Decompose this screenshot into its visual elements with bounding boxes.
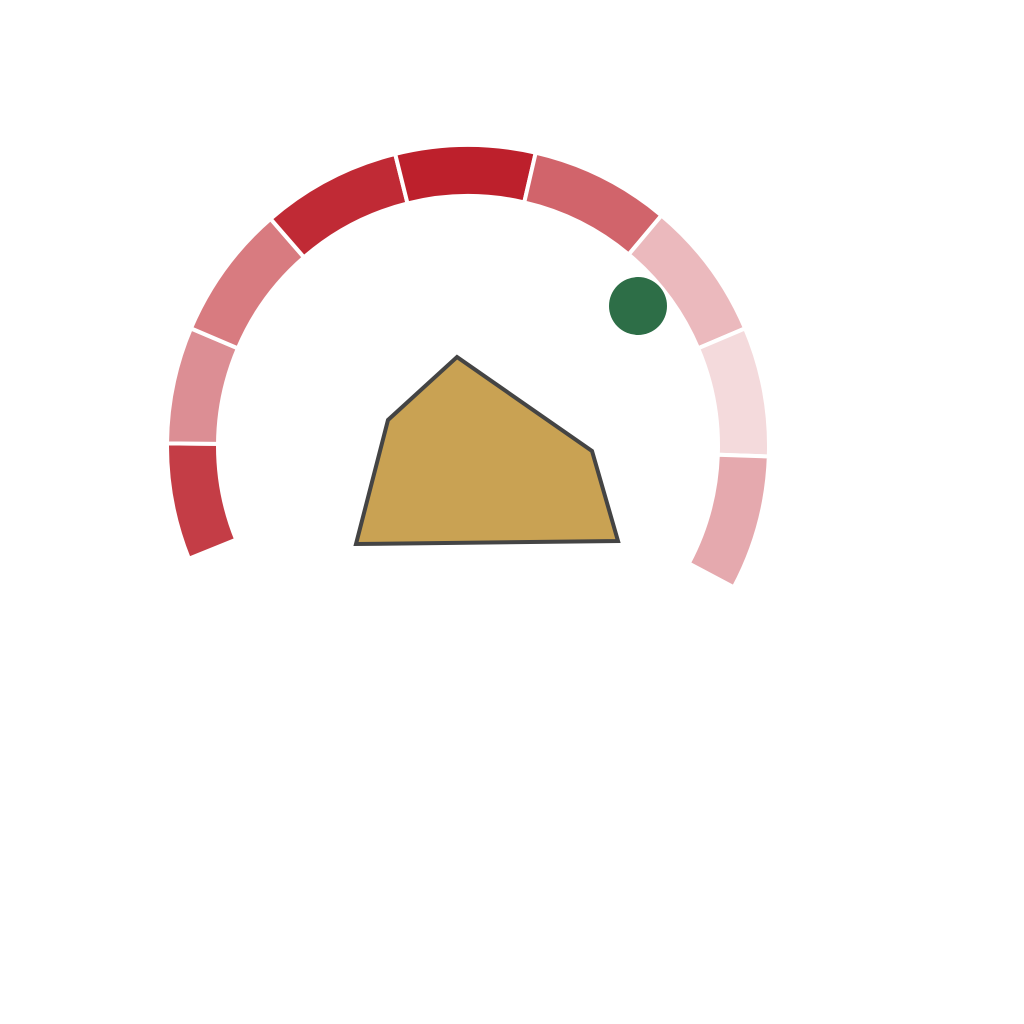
green-dot-marker xyxy=(609,277,667,335)
ring-segment-9 xyxy=(686,452,771,591)
ring-segment-5 xyxy=(392,143,539,206)
segmented-arc-ring xyxy=(164,143,771,591)
pentagon-shape xyxy=(353,354,621,547)
